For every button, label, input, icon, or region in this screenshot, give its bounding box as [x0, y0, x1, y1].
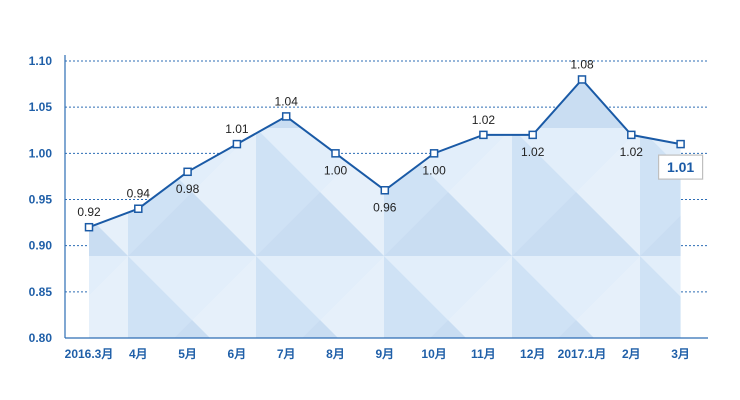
callout-box — [657, 154, 704, 180]
y-tick-label: 1.10 — [29, 54, 53, 68]
x-tick-label: 2017.1月 — [558, 347, 607, 361]
data-point — [232, 139, 242, 149]
data-point — [577, 75, 587, 84]
data-point — [528, 130, 537, 140]
y-tick-label: 1.00 — [29, 146, 53, 160]
data-label: 1.01 — [225, 122, 249, 136]
data-label: 1.00 — [422, 163, 446, 177]
data-point — [281, 112, 291, 121]
x-tick-label: 6月 — [228, 347, 247, 361]
data-point — [134, 204, 143, 213]
data-label: 1.00 — [324, 163, 348, 177]
x-tick-label: 2016.3月 — [65, 347, 114, 361]
x-tick-label: 3月 — [671, 347, 690, 361]
data-label: 0.94 — [127, 187, 151, 201]
data-label: 1.08 — [570, 57, 594, 71]
data-labels: 0.92 0.94 0.98 1.01 1.04 1.00 0.96 1.00 1.02 1.02… — [77, 57, 643, 219]
data-point — [627, 130, 636, 140]
axes — [64, 55, 708, 339]
y-tick-label: 1.05 — [29, 100, 53, 114]
y-tick-label: 0.85 — [29, 285, 53, 299]
data-points — [84, 75, 685, 232]
callout-value: 1.01 — [667, 159, 694, 175]
x-tick-label: 5月 — [178, 347, 197, 361]
data-point — [183, 167, 192, 177]
y-tick-label: 0.90 — [29, 239, 53, 253]
data-label: 1.02 — [472, 113, 496, 127]
data-point — [331, 149, 340, 158]
y-tick-labels: 0.80 0.85 0.90 0.95 1.00 1.05 1.10 — [29, 54, 53, 345]
data-label: 0.96 — [373, 200, 397, 214]
x-tick-label: 4月 — [129, 347, 148, 361]
current-value-callout: 1.01 — [657, 154, 704, 180]
data-label: 0.92 — [77, 205, 101, 219]
x-tick-label: 2月 — [622, 347, 641, 361]
data-point — [84, 222, 94, 232]
y-tick-label: 0.80 — [29, 331, 53, 345]
data-label: 1.04 — [275, 94, 299, 108]
x-tick-label: 10月 — [421, 347, 446, 361]
data-label: 1.02 — [521, 145, 545, 159]
x-tick-label: 11月 — [471, 347, 496, 361]
y-tick-label: 0.95 — [29, 193, 53, 207]
data-point — [676, 139, 685, 149]
x-tick-label: 8月 — [326, 347, 345, 361]
data-label: 0.98 — [176, 182, 200, 196]
x-tick-labels: 2016.3月 4月 5月 6月 7月 8月 9月 10月 11月 12月 2017.1月 2月 3月 — [65, 347, 690, 361]
data-point — [479, 130, 488, 140]
data-label: 1.02 — [620, 145, 644, 159]
x-tick-label: 9月 — [375, 347, 394, 361]
data-point — [429, 149, 439, 158]
data-point — [380, 186, 390, 195]
x-tick-label: 7月 — [277, 347, 296, 361]
x-tick-label: 12月 — [520, 347, 545, 361]
